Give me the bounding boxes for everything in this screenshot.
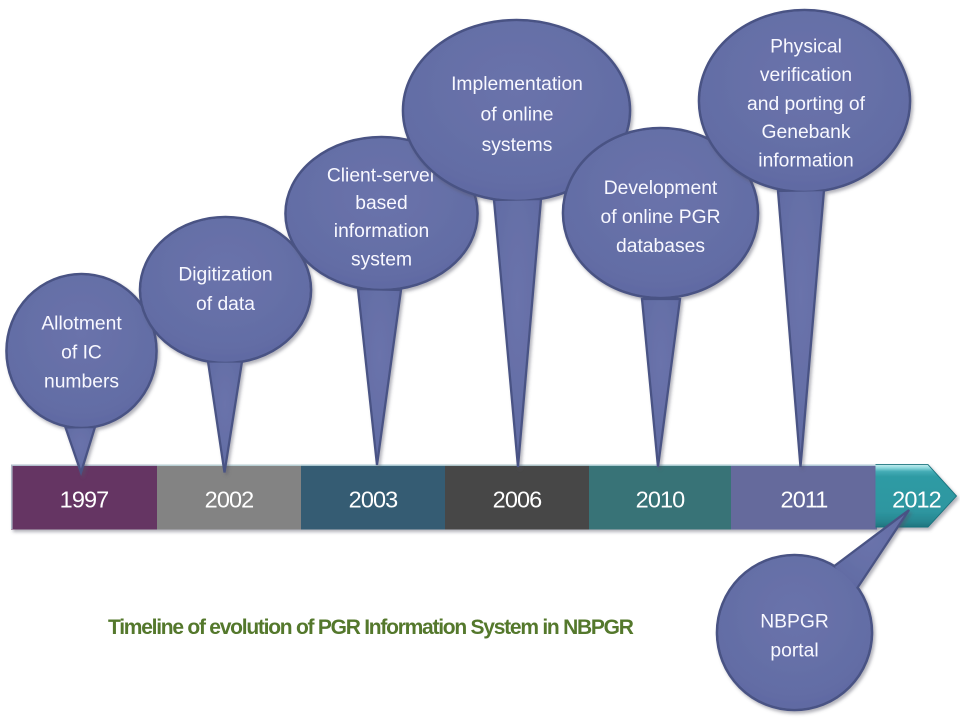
svg-text:portal: portal xyxy=(770,641,818,662)
svg-text:2006: 2006 xyxy=(493,487,543,513)
svg-text:Implementation: Implementation xyxy=(451,74,583,95)
svg-text:Digitization: Digitization xyxy=(178,265,272,286)
svg-text:Development: Development xyxy=(604,178,718,199)
svg-text:of online PGR: of online PGR xyxy=(600,207,720,228)
svg-text:2010: 2010 xyxy=(636,487,686,513)
svg-text:of online: of online xyxy=(481,105,554,126)
svg-text:system: system xyxy=(351,250,412,271)
svg-text:databases: databases xyxy=(616,236,705,257)
svg-text:Physical: Physical xyxy=(770,37,842,58)
svg-text:numbers: numbers xyxy=(44,372,119,393)
svg-text:verification: verification xyxy=(760,65,852,86)
svg-text:2002: 2002 xyxy=(205,487,254,513)
svg-text:2012: 2012 xyxy=(892,487,941,513)
svg-text:Client-server: Client-server xyxy=(327,166,437,187)
svg-text:of data: of data xyxy=(196,294,255,315)
svg-text:1997: 1997 xyxy=(60,487,109,513)
svg-text:Timeline of evolution of PGR I: Timeline of evolution of PGR Information… xyxy=(108,616,634,639)
svg-text:2011: 2011 xyxy=(781,487,828,513)
svg-text:systems: systems xyxy=(482,135,553,156)
svg-text:2003: 2003 xyxy=(349,487,399,513)
svg-text:based: based xyxy=(355,193,408,214)
svg-text:information: information xyxy=(334,221,429,242)
svg-text:and porting of: and porting of xyxy=(747,94,866,115)
svg-text:Allotment: Allotment xyxy=(41,314,122,335)
svg-text:NBPGR: NBPGR xyxy=(760,612,829,633)
svg-text:information: information xyxy=(758,151,853,172)
svg-text:of IC: of IC xyxy=(61,343,102,364)
svg-text:Genebank: Genebank xyxy=(762,122,851,143)
